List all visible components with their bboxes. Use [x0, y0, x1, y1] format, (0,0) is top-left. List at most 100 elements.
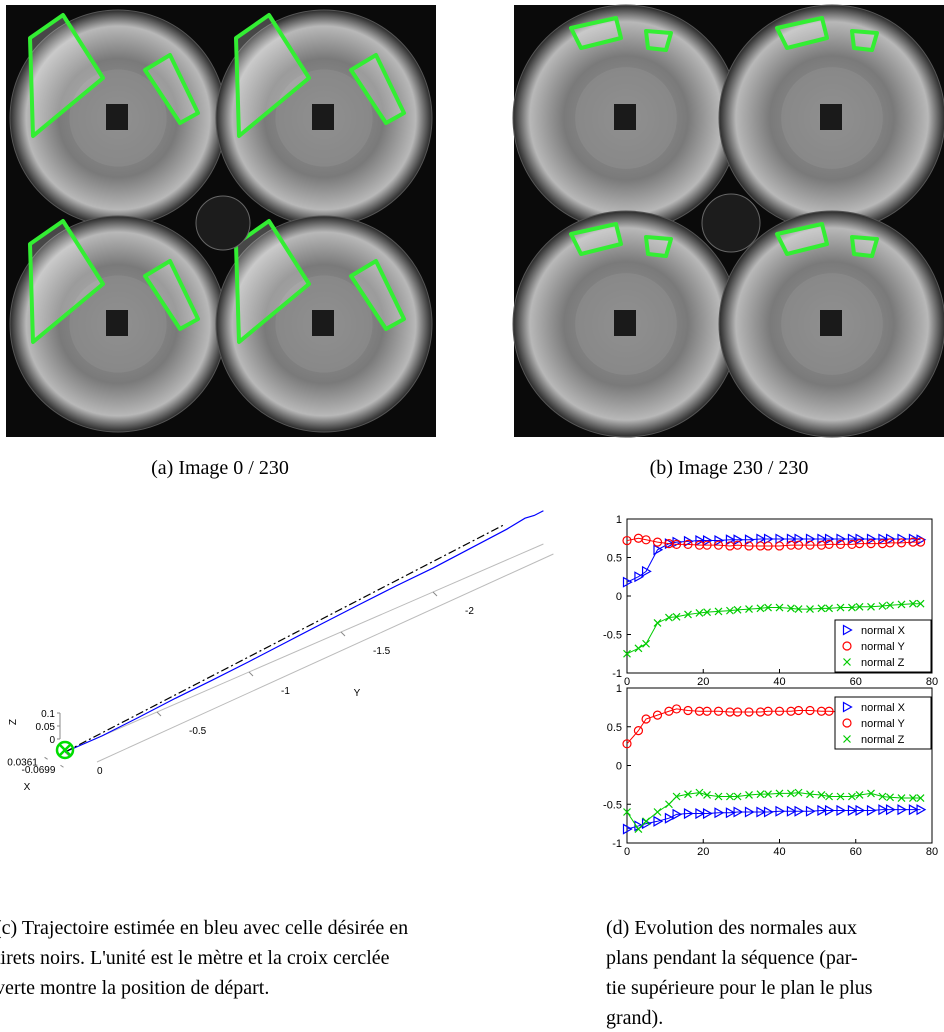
- data-marker: [714, 807, 725, 819]
- data-marker: [732, 540, 743, 550]
- data-marker: [835, 539, 846, 550]
- data-marker: [664, 812, 675, 824]
- y-tick-label: -1.5: [373, 646, 391, 657]
- data-marker: [843, 658, 851, 666]
- legend-label: normal Y: [861, 641, 905, 653]
- data-marker: [695, 535, 706, 547]
- data-marker: [916, 794, 925, 802]
- data-marker: [775, 789, 784, 798]
- data-marker: [763, 706, 773, 716]
- tracked-plane: [775, 222, 829, 256]
- data-marker: [733, 605, 742, 614]
- center-view: [701, 193, 761, 253]
- data-marker: [634, 571, 645, 583]
- data-marker: [854, 539, 865, 549]
- legend-label: normal Y: [861, 718, 905, 730]
- data-marker: [623, 649, 631, 658]
- data-marker: [825, 792, 833, 801]
- caption-line: tie supérieure pour le plan le plus: [606, 977, 873, 999]
- data-marker: [745, 605, 753, 614]
- data-marker: [794, 605, 803, 614]
- data-marker: [756, 790, 765, 799]
- trajectory-line: [64, 510, 544, 753]
- data-marker: [836, 804, 847, 816]
- data-marker: [652, 710, 663, 720]
- legend-label: normal Z: [861, 657, 905, 669]
- data-marker: [642, 817, 650, 826]
- data-marker: [848, 603, 856, 612]
- data-marker: [909, 599, 917, 608]
- data-marker: [774, 541, 785, 551]
- data-marker: [641, 565, 652, 577]
- data-marker: [653, 815, 664, 827]
- y-tick-label: 1: [616, 514, 622, 526]
- data-marker: [641, 535, 651, 545]
- y-tick-label: 0: [616, 591, 622, 603]
- data-marker: [855, 533, 866, 545]
- data-marker: [702, 808, 713, 820]
- axis-edge: [96, 553, 554, 763]
- caption-b: (b) Image 230 / 230: [650, 457, 809, 479]
- data-marker: [703, 791, 711, 799]
- data-marker: [756, 604, 765, 613]
- x-tick-label: -0.0699: [22, 765, 56, 776]
- x-tick-label: 80: [926, 846, 938, 858]
- data-marker: [866, 539, 876, 549]
- x-tick-label: 60: [850, 676, 862, 688]
- data-marker: [763, 533, 774, 545]
- tracked-plane: [569, 222, 623, 256]
- data-marker: [805, 540, 815, 550]
- data-marker: [695, 609, 704, 617]
- data-marker: [824, 706, 834, 716]
- data-marker: [847, 533, 858, 545]
- y-axis-line: [64, 543, 544, 753]
- data-marker: [764, 603, 772, 612]
- data-marker: [842, 624, 853, 636]
- fisheye-object: [312, 310, 334, 336]
- series-line: [626, 603, 921, 655]
- tracked-plane: [28, 219, 105, 344]
- data-marker: [878, 602, 887, 610]
- x-tick-label: 0.0361: [7, 757, 38, 768]
- data-marker: [908, 804, 919, 816]
- x-tick-label: 20: [697, 846, 709, 858]
- x-tick-label: 80: [926, 676, 938, 688]
- fisheye-object: [614, 104, 636, 130]
- data-marker: [733, 792, 742, 801]
- data-marker: [866, 804, 877, 816]
- legend-label: normal X: [861, 702, 906, 714]
- data-marker: [793, 540, 804, 550]
- data-marker: [672, 612, 681, 621]
- z-tick-label: 0.05: [36, 722, 56, 733]
- data-marker: [684, 610, 692, 619]
- caption-a: (a) Image 0 / 230: [151, 457, 289, 479]
- data-marker: [702, 540, 712, 550]
- data-marker: [726, 606, 734, 615]
- y-tick-label: -0.5: [603, 630, 622, 642]
- data-marker: [867, 602, 875, 611]
- z-tick-label: 0.1: [41, 709, 55, 720]
- data-marker: [683, 705, 693, 716]
- x-axis-label: X: [24, 782, 31, 793]
- data-marker: [653, 808, 662, 816]
- data-marker: [786, 805, 797, 817]
- y-tick-label: -1: [612, 838, 622, 850]
- photo: [6, 5, 436, 437]
- data-marker: [806, 605, 814, 614]
- caption-line: (c) Trajectoire estimée en bleu avec cel…: [0, 917, 408, 939]
- y-tick-label: 0: [97, 766, 103, 777]
- data-marker: [733, 534, 744, 546]
- data-marker: [714, 607, 723, 616]
- data-marker: [817, 791, 826, 799]
- data-marker: [885, 538, 895, 548]
- data-marker: [653, 619, 662, 627]
- data-marker: [642, 639, 650, 648]
- data-marker: [855, 804, 866, 816]
- data-marker: [665, 613, 673, 622]
- data-marker: [622, 739, 632, 749]
- data-marker: [886, 601, 894, 610]
- data-marker: [775, 603, 784, 612]
- data-marker: [623, 808, 631, 816]
- data-marker: [897, 533, 908, 545]
